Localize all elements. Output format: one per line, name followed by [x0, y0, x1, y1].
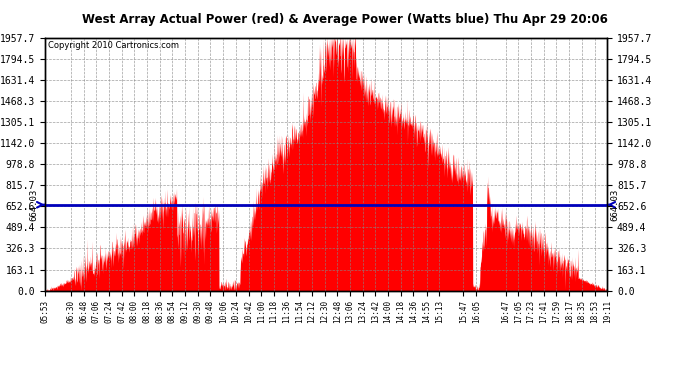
Text: West Array Actual Power (red) & Average Power (Watts blue) Thu Apr 29 20:06: West Array Actual Power (red) & Average … [82, 13, 608, 26]
Text: 664.03: 664.03 [29, 189, 38, 221]
Text: Copyright 2010 Cartronics.com: Copyright 2010 Cartronics.com [48, 41, 179, 50]
Text: 664.03: 664.03 [611, 189, 620, 221]
